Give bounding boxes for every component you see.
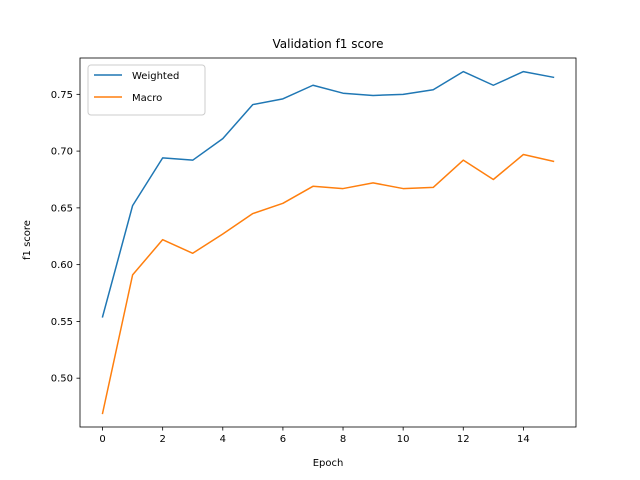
y-tick-label: 0.70 <box>51 147 73 158</box>
series-line-macro <box>101 153 555 415</box>
y-tick-label: 0.65 <box>51 203 73 214</box>
y-axis-label: f1 score <box>22 220 33 260</box>
y-tick-label: 0.75 <box>51 90 73 101</box>
y-tick-label: 0.60 <box>51 260 73 271</box>
x-axis-label: Epoch <box>313 458 344 469</box>
y-tick-label: 0.55 <box>51 317 73 328</box>
plot-background <box>80 58 576 427</box>
y-tick-label: 0.50 <box>51 374 73 385</box>
series-layer <box>101 70 555 415</box>
series-line-weighted <box>101 70 555 318</box>
x-tick-label: 8 <box>340 434 346 445</box>
axes-frame <box>79 57 577 428</box>
x-tick-label: 6 <box>280 434 286 445</box>
x-tick-label: 4 <box>220 434 226 445</box>
chart-title: Validation f1 score <box>273 37 384 51</box>
legend: Weighted Macro <box>87 64 206 116</box>
legend-label-macro: Macro <box>132 93 162 104</box>
x-tick-label: 14 <box>517 434 530 445</box>
axes-layer: 0 2 4 6 8 10 12 14 0.50 0.55 0.60 0.65 0.70 0.75 <box>51 57 577 445</box>
plot-area <box>80 58 576 427</box>
x-tick-label: 10 <box>397 434 410 445</box>
x-tick-label: 12 <box>457 434 470 445</box>
x-tick-label: 0 <box>99 434 105 445</box>
x-tick-label: 2 <box>159 434 165 445</box>
legend-box <box>87 64 206 116</box>
legend-label-weighted: Weighted <box>132 71 179 82</box>
